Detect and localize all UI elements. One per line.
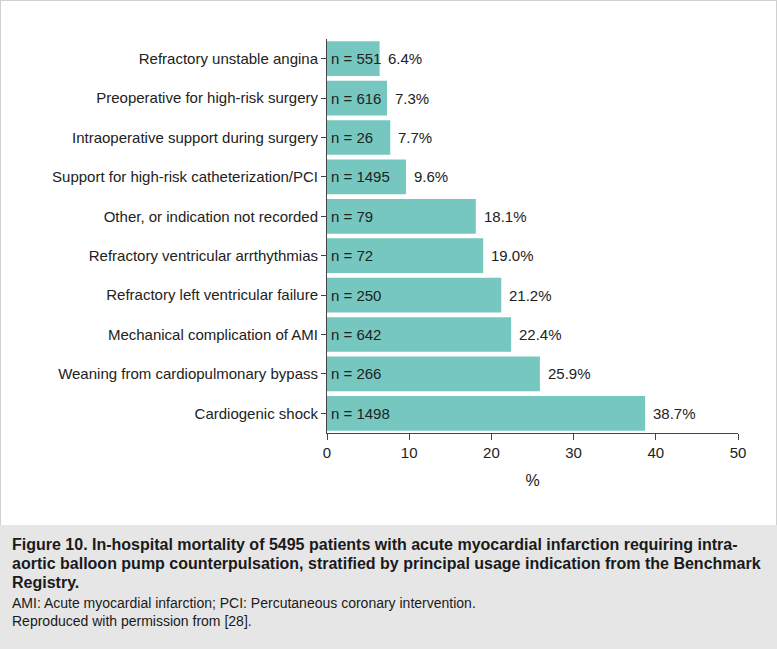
- svg-text:Refractory left ventricular fa: Refractory left ventricular failure: [106, 286, 318, 303]
- svg-text:n = 250: n = 250: [331, 287, 381, 304]
- svg-text:22.4%: 22.4%: [519, 326, 562, 343]
- svg-text:n = 72: n = 72: [331, 247, 373, 264]
- svg-text:30: 30: [565, 444, 582, 461]
- svg-text:%: %: [525, 472, 539, 489]
- svg-text:6.4%: 6.4%: [388, 50, 422, 67]
- html-text:Reproduced with permission fro: Reproduced with permission from [28].: [12, 613, 252, 629]
- svg-text:Refractory ventricular arrthyt: Refractory ventricular arrthythmias: [89, 247, 318, 264]
- svg-text:7.7%: 7.7%: [398, 129, 432, 146]
- svg-text:n = 266: n = 266: [331, 365, 381, 382]
- svg-text:18.1%: 18.1%: [484, 208, 527, 225]
- svg-text:Mechanical complication of AMI: Mechanical complication of AMI: [108, 326, 318, 343]
- svg-text:n = 551: n = 551: [331, 50, 381, 67]
- svg-text:0: 0: [323, 444, 331, 461]
- svg-text:Cardiogenic shock: Cardiogenic shock: [195, 405, 319, 422]
- svg-text:19.0%: 19.0%: [491, 247, 534, 264]
- svg-text:50: 50: [730, 444, 747, 461]
- svg-text:Weaning from cardiopulmonary b: Weaning from cardiopulmonary bypass: [58, 365, 318, 382]
- svg-text:Support for high-risk catheter: Support for high-risk catheterization/PC…: [52, 168, 318, 185]
- svg-text:21.2%: 21.2%: [509, 287, 552, 304]
- svg-text:Intraoperative support during: Intraoperative support during surgery: [72, 129, 318, 146]
- svg-text:n = 642: n = 642: [331, 326, 381, 343]
- svg-text:n = 79: n = 79: [331, 208, 373, 225]
- svg-text:n = 616: n = 616: [331, 90, 381, 107]
- svg-text:10: 10: [401, 444, 418, 461]
- svg-text:20: 20: [483, 444, 500, 461]
- svg-text:n = 1498: n = 1498: [331, 405, 390, 422]
- svg-text:Preoperative for high-risk sur: Preoperative for high-risk surgery: [96, 89, 318, 106]
- svg-text:Refractory unstable angina: Refractory unstable angina: [139, 50, 319, 67]
- svg-text:9.6%: 9.6%: [414, 168, 448, 185]
- html-text:Figure 10. In-hospital mortali: Figure 10. In-hospital mortality of 5495…: [12, 536, 761, 591]
- svg-text:n = 1495: n = 1495: [331, 168, 390, 185]
- svg-text:n = 26: n = 26: [331, 129, 373, 146]
- svg-text:40: 40: [647, 444, 664, 461]
- html-text:AMI: Acute myocardial infarcti: AMI: Acute myocardial infarction; PCI: P…: [12, 595, 476, 611]
- svg-text:7.3%: 7.3%: [395, 90, 429, 107]
- svg-text:25.9%: 25.9%: [548, 365, 591, 382]
- svg-text:38.7%: 38.7%: [653, 405, 696, 422]
- svg-text:Other, or indication not recor: Other, or indication not recorded: [104, 208, 318, 225]
